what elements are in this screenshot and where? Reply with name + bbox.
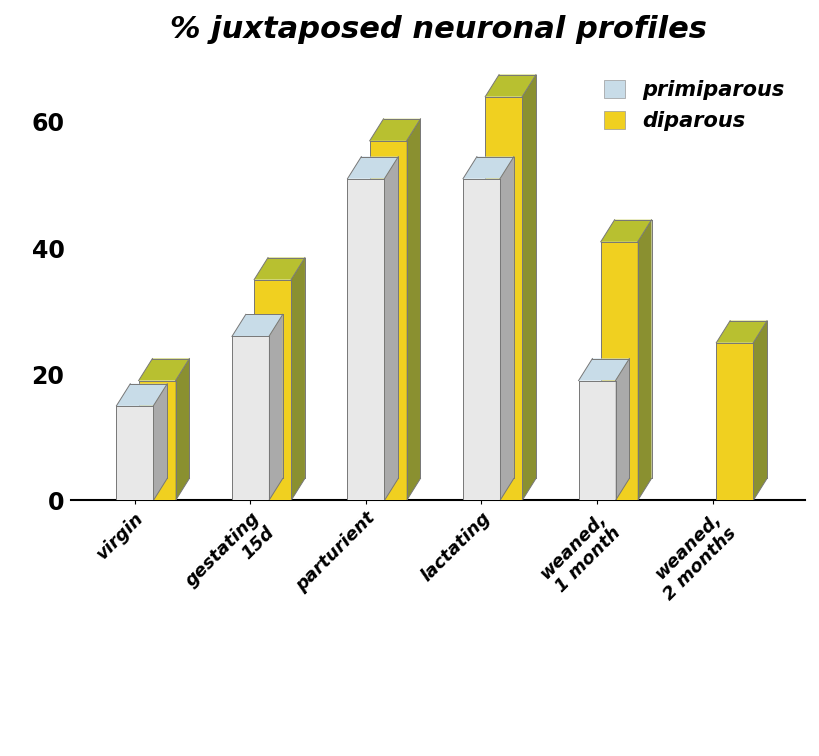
Polygon shape	[715, 321, 766, 342]
Polygon shape	[138, 358, 189, 380]
Polygon shape	[463, 156, 514, 178]
Polygon shape	[138, 380, 175, 500]
Polygon shape	[232, 336, 269, 500]
Polygon shape	[175, 358, 189, 500]
Polygon shape	[347, 156, 398, 178]
Polygon shape	[369, 119, 420, 141]
Polygon shape	[406, 119, 420, 500]
Title: % juxtaposed neuronal profiles: % juxtaposed neuronal profiles	[170, 15, 706, 44]
Polygon shape	[254, 280, 291, 500]
Polygon shape	[600, 242, 637, 500]
Polygon shape	[578, 358, 629, 380]
Polygon shape	[485, 97, 522, 500]
Polygon shape	[500, 156, 514, 500]
Polygon shape	[369, 141, 406, 500]
Polygon shape	[116, 406, 153, 500]
Polygon shape	[578, 380, 615, 500]
Polygon shape	[615, 358, 629, 500]
Polygon shape	[715, 342, 753, 500]
Polygon shape	[153, 384, 167, 500]
Polygon shape	[600, 220, 651, 242]
Polygon shape	[232, 314, 283, 336]
Polygon shape	[269, 314, 283, 500]
Polygon shape	[347, 178, 384, 500]
Polygon shape	[384, 156, 398, 500]
Polygon shape	[485, 75, 536, 97]
Polygon shape	[463, 178, 500, 500]
Polygon shape	[291, 258, 305, 500]
Polygon shape	[522, 75, 536, 500]
Polygon shape	[637, 220, 651, 500]
Polygon shape	[116, 384, 167, 406]
Polygon shape	[753, 321, 766, 500]
Polygon shape	[254, 258, 305, 280]
Legend: primiparous, diparous: primiparous, diparous	[593, 70, 794, 141]
